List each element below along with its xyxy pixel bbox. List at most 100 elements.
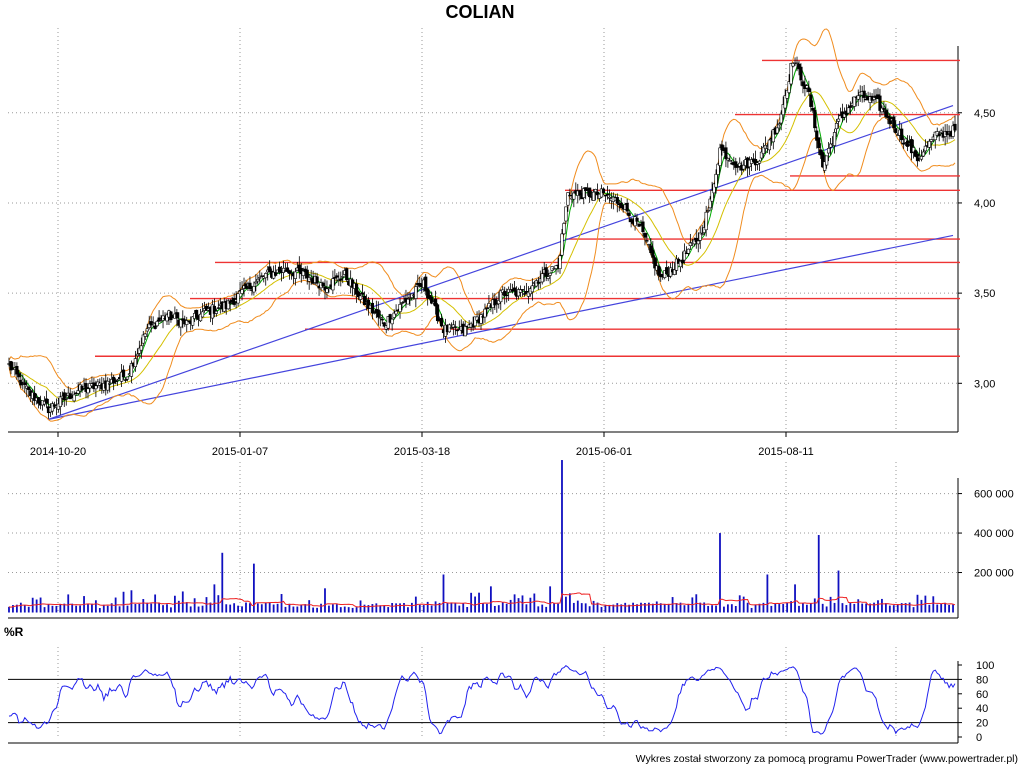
candle-body [526, 291, 531, 297]
candle-body [518, 289, 523, 293]
volume-bar [154, 594, 157, 613]
candle-body [264, 273, 268, 279]
volume-bar [284, 606, 287, 613]
volume-bar [343, 606, 346, 613]
volume-bar [126, 605, 129, 613]
trend-line-0 [48, 104, 954, 420]
price-x-label-3: 2015-06-01 [576, 446, 632, 458]
candle-body [834, 123, 839, 130]
volume-bar [750, 607, 753, 613]
volume-bar [225, 604, 228, 613]
candle-body [757, 160, 762, 164]
candle-body [499, 290, 503, 303]
volume-bar [707, 605, 710, 613]
candle-body [779, 113, 783, 124]
candle-body [828, 143, 833, 148]
volume-bar [493, 605, 496, 613]
candle-body [795, 62, 799, 65]
candle-body [799, 66, 803, 81]
volume-bar [371, 604, 374, 613]
candle-body [645, 240, 649, 242]
candle-body [185, 320, 189, 325]
candle-body [33, 393, 37, 401]
candle-body [37, 397, 41, 404]
volume-bar [59, 603, 62, 613]
candle-body [862, 90, 866, 98]
volume-bar [324, 588, 326, 613]
candle-body [848, 105, 852, 108]
candle-body [287, 270, 292, 274]
volume-bar [177, 600, 180, 613]
volume-bar [877, 600, 879, 613]
candle-body [775, 127, 779, 134]
volume-bar [541, 604, 544, 613]
volume-bar [118, 606, 121, 613]
candle-body [392, 312, 396, 318]
volume-bar [430, 605, 433, 613]
volume-bar [189, 606, 192, 613]
candle-body [933, 131, 937, 141]
candle-body [358, 295, 363, 300]
volume-bar [904, 603, 907, 613]
candle-body [651, 249, 655, 258]
volume-bar [525, 604, 528, 613]
candle-body [495, 303, 499, 305]
candle-body [726, 158, 730, 161]
candle-body [678, 260, 683, 268]
candle-body [564, 206, 568, 222]
candle-body [902, 142, 906, 145]
candle-body [825, 155, 829, 166]
candle-body [696, 240, 700, 245]
volume-bar [67, 594, 70, 613]
volume-bar [719, 533, 721, 613]
volume-bar [537, 606, 540, 613]
candle-body [615, 197, 619, 204]
candle-body [240, 289, 244, 294]
candle-body [153, 325, 157, 329]
volume-bar [138, 603, 141, 613]
candle-body [558, 255, 562, 270]
volume-bar [865, 603, 868, 613]
candle-body [305, 269, 309, 279]
candle-body [767, 139, 771, 151]
volume-bar [608, 604, 611, 613]
volume-bar [632, 602, 634, 613]
bollinger-lower [8, 116, 956, 422]
volume-bar [122, 591, 125, 613]
wr-y-label-1: 20 [976, 718, 988, 730]
volume-bar [604, 605, 607, 613]
candle-body [380, 318, 384, 321]
candle-body [540, 273, 544, 283]
wr-y-label-2: 40 [976, 703, 988, 715]
candle-body [546, 276, 550, 279]
volume-bar [205, 597, 208, 613]
volume-bar [213, 584, 216, 613]
volume-bar [328, 605, 330, 613]
volume-bar [43, 607, 46, 613]
candle-body [603, 194, 608, 197]
volume-bar [644, 602, 646, 613]
volume-bar [63, 603, 66, 613]
candle-body [106, 380, 110, 391]
volume-bar [533, 593, 536, 613]
volume-moving-average [8, 592, 956, 608]
candle-body [856, 95, 860, 100]
volume-bar [651, 603, 654, 613]
candle-body [811, 107, 815, 111]
volume-bar [529, 597, 532, 613]
candle-body [823, 161, 827, 171]
candle-body [846, 107, 850, 114]
candle-body [601, 188, 606, 194]
candle-body [572, 192, 576, 200]
volume-bar [932, 596, 935, 613]
candle-body [789, 63, 793, 85]
candle-body [449, 327, 453, 329]
candle-body [493, 298, 497, 306]
candle-body [356, 291, 361, 298]
volume-bar [786, 602, 789, 613]
price-y-label-1: 3,50 [974, 288, 995, 300]
candle-body [625, 202, 629, 212]
williams-r-line [8, 665, 956, 735]
volume-bar [861, 603, 864, 613]
candle-body [708, 198, 712, 209]
